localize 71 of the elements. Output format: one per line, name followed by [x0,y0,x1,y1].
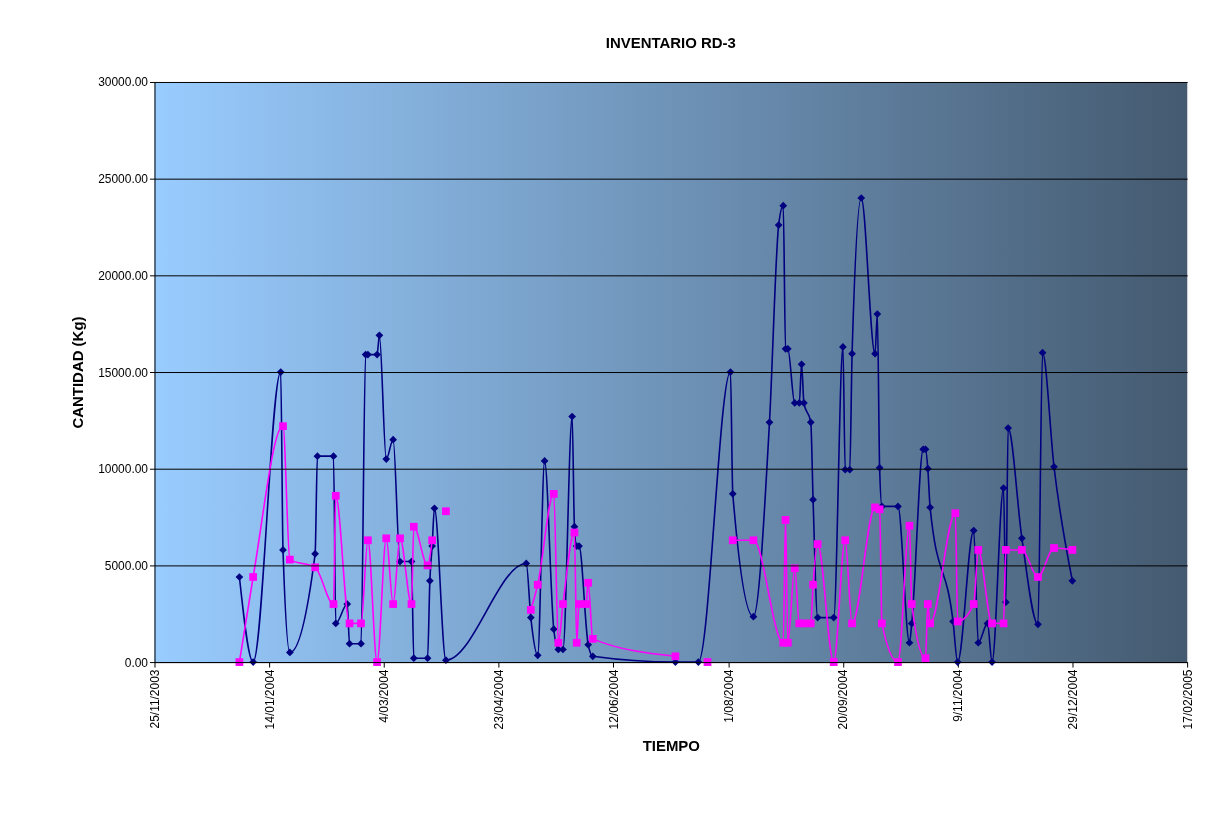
y-tick-label: 0.00 [124,655,149,670]
x-tick-label: 29/12/2004 [1065,669,1080,730]
point [279,422,287,431]
point [409,522,418,531]
point [249,573,258,581]
point [848,619,856,628]
point [749,536,758,545]
x-tick-label: 14/01/2004 [262,669,277,730]
point [921,654,930,663]
y-tick-label: 5000.00 [104,558,149,573]
x-tick-label: 20/09/2004 [836,669,851,730]
point [428,536,437,545]
point [829,658,838,666]
point [894,658,902,666]
point [373,658,381,666]
chart-title: INVENTARIO RD-3 [605,34,736,52]
point [969,600,978,608]
point [951,509,960,518]
point [286,555,294,564]
point [559,600,567,608]
point [1034,573,1042,581]
x-tick-label: 23/04/2004 [492,669,507,730]
point [806,619,815,628]
point [526,606,535,614]
point [783,638,792,647]
x-tick-label: 9/11/2004 [951,669,966,722]
point [407,600,416,608]
x-axis-title: TIEMPO [642,737,700,755]
point [809,580,817,589]
point [953,617,962,626]
point [878,619,886,628]
point [396,534,404,543]
y-axis-title: CANTIDAD (Kg) [69,316,87,429]
point [1068,546,1077,554]
point [671,652,680,661]
y-tick-label: 10000.00 [98,462,149,477]
point [813,540,822,548]
point [588,635,597,643]
y-tick-label: 15000.00 [98,365,149,380]
point [364,536,372,545]
point [988,619,996,628]
point [357,619,365,628]
y-tick-label: 20000.00 [98,268,149,283]
point [1018,546,1026,554]
x-tick-label: 12/06/2004 [606,669,621,730]
point [582,600,590,608]
x-tick-label: 1/08/2004 [721,669,736,723]
point [584,578,593,587]
x-tick-label: 25/11/2003 [147,669,162,729]
point [554,638,563,647]
point [549,489,558,498]
x-tick-label: 4/03/2004 [377,669,392,723]
point [572,638,581,647]
x-tick-label: 17/02/2005 [1180,669,1195,730]
point [781,516,790,524]
point [382,534,391,543]
point [841,536,850,545]
y-tick-label: 30000.00 [98,75,149,90]
y-tick-label: 25000.00 [98,172,149,187]
point [926,619,934,628]
point [329,600,338,608]
point [923,600,932,608]
point [905,521,914,530]
point [533,580,542,589]
point [728,536,737,545]
point [331,491,340,500]
point [1050,544,1058,552]
point [907,600,916,608]
point [389,600,397,608]
point [974,546,983,554]
point [1001,546,1010,554]
